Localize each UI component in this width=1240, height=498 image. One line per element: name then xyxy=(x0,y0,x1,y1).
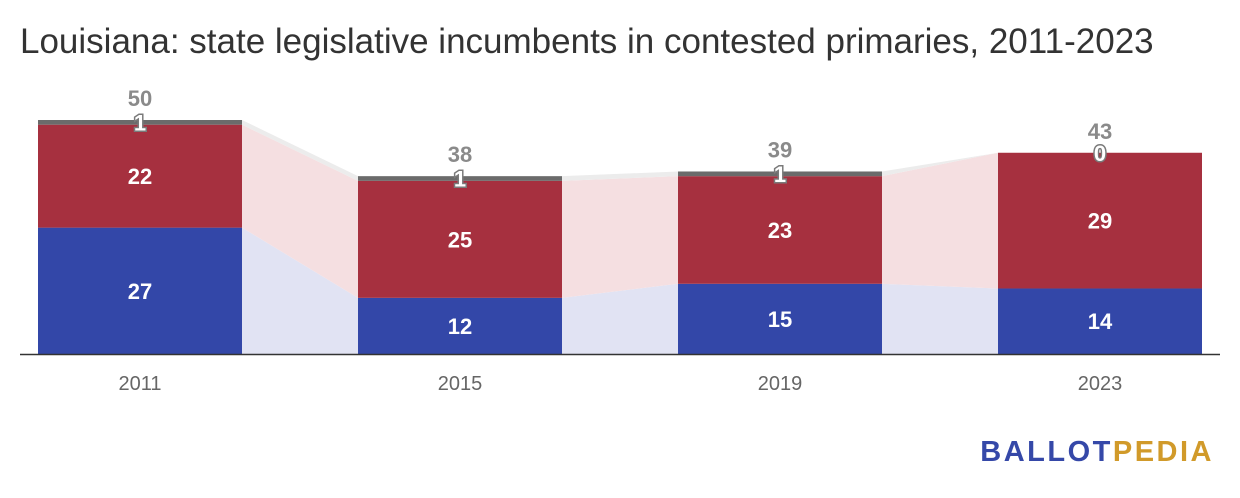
x-tick-2023: 2023 xyxy=(1078,373,1123,395)
band-other-2 xyxy=(882,152,998,177)
bar-democratic-2019 xyxy=(678,283,882,354)
x-tick-2011: 2011 xyxy=(118,373,161,395)
x-tick-2015: 2015 xyxy=(438,373,483,395)
total-label-2019: 39 xyxy=(768,137,792,162)
band-democratic-1 xyxy=(562,283,678,354)
band-other-1 xyxy=(562,171,678,181)
bar-republican-2011 xyxy=(38,124,242,228)
logo-pedia: PEDIA xyxy=(1112,436,1214,468)
band-democratic-0 xyxy=(242,227,358,354)
bar-democratic-2023 xyxy=(998,288,1202,354)
label-democratic-2015: 12 xyxy=(448,314,472,339)
bar-republican-2015 xyxy=(358,180,562,298)
label-republican-2011: 22 xyxy=(128,164,152,189)
ballotpedia-logo: BALLOTPEDIA xyxy=(980,436,1214,469)
band-other-0 xyxy=(242,120,358,181)
band-republican-2 xyxy=(882,152,998,289)
band-democratic-2 xyxy=(882,283,998,354)
bar-democratic-2011 xyxy=(38,227,242,354)
total-label-2015: 38 xyxy=(448,142,472,167)
label-democratic-2011: 27 xyxy=(128,279,152,304)
label-republican-2023: 29 xyxy=(1088,209,1112,234)
total-label-2011: 50 xyxy=(128,86,152,111)
bar-democratic-2015 xyxy=(358,297,562,354)
bar-republican-2019 xyxy=(678,176,882,284)
label-other-2019: 1 xyxy=(774,162,786,187)
label-other-2023: 0 xyxy=(1094,141,1106,166)
label-other-2015: 1 xyxy=(454,167,466,192)
label-democratic-2019: 15 xyxy=(768,307,792,332)
band-republican-0 xyxy=(242,124,358,298)
bar-other-2011 xyxy=(38,120,242,125)
bar-other-2015 xyxy=(358,176,562,181)
chart-title: Louisiana: state legislative incumbents … xyxy=(20,22,1154,61)
logo-ballot: BALLOT xyxy=(980,436,1113,468)
bar-republican-2023 xyxy=(998,152,1202,289)
label-other-2011: 1 xyxy=(134,110,146,135)
label-democratic-2023: 14 xyxy=(1088,309,1113,334)
total-label-2023: 43 xyxy=(1088,119,1112,144)
label-republican-2015: 25 xyxy=(448,227,472,252)
label-republican-2019: 23 xyxy=(768,218,792,243)
bar-other-2019 xyxy=(678,171,882,177)
x-tick-2019: 2019 xyxy=(758,373,803,395)
band-republican-1 xyxy=(562,176,678,298)
